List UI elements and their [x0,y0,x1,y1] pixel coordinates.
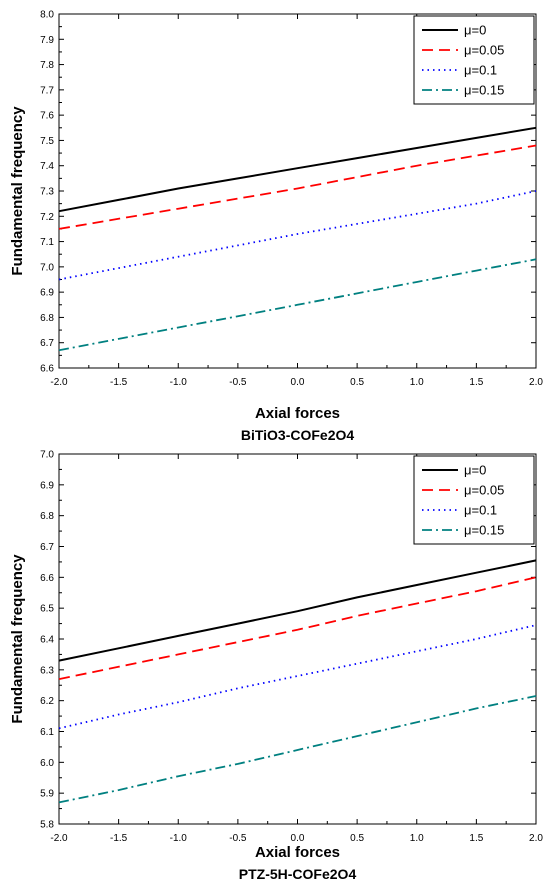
y-tick-label: 7.9 [40,35,54,46]
y-tick-label: 7.0 [40,262,54,273]
y-tick-label: 6.7 [40,542,54,553]
y-tick-label: 6.6 [40,573,54,584]
x-tick-label: -1.5 [110,377,128,388]
x-tick-label: 1.0 [410,377,424,388]
series-line [58,126,537,213]
y-tick-label: 7.0 [40,450,54,461]
chart-caption: PTZ-5H-COFe2O4 [239,866,357,882]
y-tick-label: 6.4 [40,635,54,646]
x-tick-label: -0.5 [229,377,247,388]
y-tick-label: 6.7 [40,338,54,349]
x-tick-label: -1.5 [110,833,128,844]
y-tick-label: 6.0 [40,758,54,769]
y-tick-label: 7.3 [40,187,54,198]
y-tick-label: 7.6 [40,111,54,122]
legend-label: μ=0.1 [464,63,497,78]
x-axis-title: Axial forces [255,844,340,861]
y-axis-title: Fundamental frequency [9,554,26,724]
legend-label: μ=0.15 [464,83,504,98]
x-tick-label: -1.0 [170,377,188,388]
chart-2: -2.0 -1.5 -1.0 -0.5 0.0 0.5 1.0 1.5 2.0 5.8 5.9 6.0… [9,450,543,883]
series-line [58,144,537,230]
x-tick-label: 0.0 [291,833,305,844]
y-tick-label: 6.6 [40,364,54,375]
y-axis-title: Fundamental frequency [9,106,26,276]
x-tick-label: 1.0 [410,833,424,844]
y-tick-label: 6.3 [40,665,54,676]
x-tick-label: 2.0 [529,377,543,388]
y-tick-label: 6.8 [40,313,54,324]
series-line [58,258,537,352]
series-line [58,624,537,730]
legend-label: μ=0 [464,463,486,478]
y-tick-label: 5.9 [40,789,54,800]
y-tick-label: 7.8 [40,60,54,71]
legend-label: μ=0.1 [464,503,497,518]
chart-caption: BiTiO3-COFe2O4 [241,427,355,443]
legend: μ=0 μ=0.05 μ=0.1 μ=0.15 [413,15,535,105]
y-tick-label: 6.9 [40,288,54,299]
legend-label: μ=0.05 [464,43,504,58]
x-tick-label: 0.5 [350,833,364,844]
x-tick-label: 1.5 [469,377,483,388]
y-tick-label: 6.8 [40,511,54,522]
y-tick-label: 7.2 [40,212,54,223]
chart-1: -2.0 -1.5 -1.0 -0.5 0.0 0.5 1.0 1.5 2.0 6.6 6.7 6.8… [9,10,543,444]
y-tick-label: 7.4 [40,161,54,172]
y-tick-label: 7.1 [40,237,54,248]
series-line [58,190,537,281]
series-line [58,559,537,662]
y-tick-label: 7.5 [40,136,54,147]
legend-label: μ=0.15 [464,523,504,538]
x-tick-label: -1.0 [170,833,188,844]
legend: μ=0 μ=0.05 μ=0.1 μ=0.15 [413,455,535,545]
x-tick-label: 1.5 [469,833,483,844]
series-line [58,576,537,680]
y-tick-label: 6.2 [40,696,54,707]
y-tick-label: 6.9 [40,480,54,491]
x-tick-label: -2.0 [50,833,68,844]
y-tick-label: 6.1 [40,727,54,738]
x-tick-label: -0.5 [229,833,247,844]
x-axis-title: Axial forces [255,405,340,422]
y-tick-label: 5.8 [40,820,54,831]
y-tick-label: 7.7 [40,85,54,96]
y-tick-label: 6.5 [40,604,54,615]
x-tick-label: 0.5 [350,377,364,388]
legend-label: μ=0 [464,23,486,38]
x-tick-label: 0.0 [291,377,305,388]
series-line [58,695,537,804]
legend-label: μ=0.05 [464,483,504,498]
y-tick-label: 8.0 [40,10,54,21]
x-tick-label: 2.0 [529,833,543,844]
x-tick-label: -2.0 [50,377,68,388]
